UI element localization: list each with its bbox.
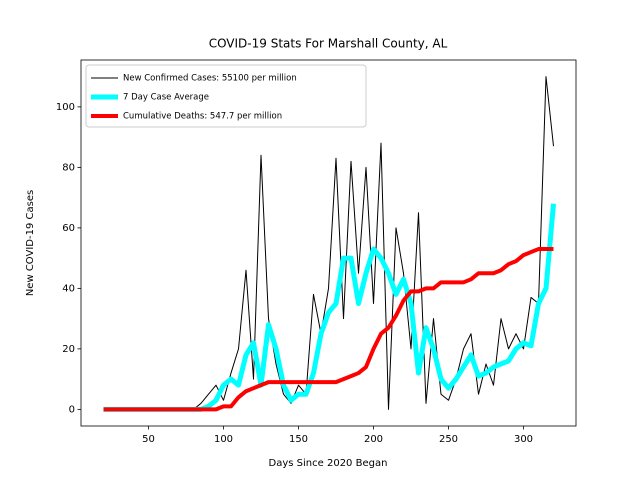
- x-tick-label: 200: [364, 434, 383, 445]
- x-tick-label: 300: [514, 434, 533, 445]
- y-tick-label: 100: [56, 102, 75, 113]
- plot-frame: [80, 59, 577, 427]
- series-line: [103, 247, 554, 412]
- x-tick-label: 100: [214, 434, 233, 445]
- y-tick-label: 20: [62, 344, 75, 355]
- x-tick-label: 250: [439, 434, 458, 445]
- y-tick-label: 40: [62, 283, 75, 294]
- y-tick-label: 60: [62, 223, 75, 234]
- y-axis-label: New COVID-19 Cases: [25, 190, 36, 296]
- legend-label: Cumulative Deaths: 547.7 per million: [123, 112, 282, 122]
- x-axis-label: Days Since 2020 Began: [269, 458, 388, 469]
- y-tick-label: 0: [69, 404, 75, 415]
- legend-label: 7 Day Case Average: [123, 93, 209, 103]
- legend-box: [85, 64, 367, 128]
- x-tick-label: 50: [142, 434, 155, 445]
- y-tick-label: 80: [62, 162, 75, 173]
- x-tick-label: 150: [289, 434, 308, 445]
- chart-title: COVID-19 Stats For Marshall County, AL: [209, 37, 448, 51]
- legend-label: New Confirmed Cases: 55100 per million: [123, 74, 297, 84]
